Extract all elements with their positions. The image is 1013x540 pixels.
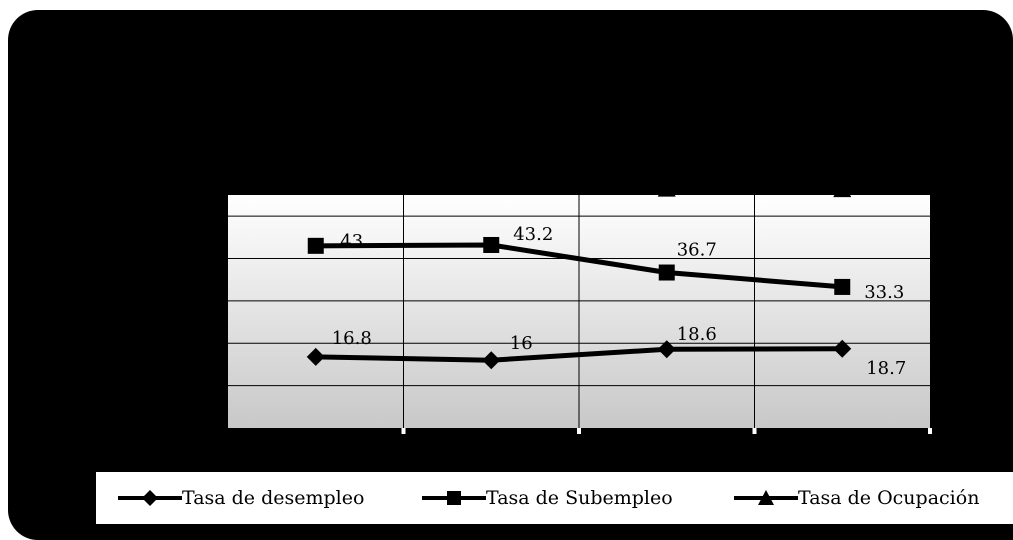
legend-label-desempleo: Tasa de desempleo [182, 487, 365, 509]
data-label: 43 [340, 231, 363, 252]
legend-item-desempleo: Tasa de desempleo [118, 472, 364, 524]
data-point-triangle [482, 171, 500, 188]
data-label: 43.2 [513, 224, 553, 245]
square-marker-icon [422, 491, 486, 505]
series [306, 171, 852, 370]
series-line-0 [315, 346, 843, 363]
data-point-square [483, 236, 500, 253]
data-point-triangle [307, 171, 325, 188]
legend-label-ocupacion: Tasa de Ocupación [798, 487, 980, 509]
legend-item-ocupacion: Tasa de Ocupación [734, 472, 979, 524]
data-label: 16.8 [332, 328, 372, 349]
data-label: 36.7 [677, 240, 717, 261]
data-point-diamond [306, 347, 325, 366]
data-point-diamond [833, 339, 852, 358]
data-point-diamond [482, 351, 501, 370]
series-line-1 [315, 242, 843, 290]
data-label: 16 [510, 333, 533, 354]
diamond-marker-icon [118, 490, 182, 506]
x-axis-ticks [401, 428, 932, 434]
triangle-marker-icon [734, 490, 798, 505]
data-point-square [834, 278, 851, 295]
data-point-square [658, 264, 675, 281]
data-label: 18.6 [677, 324, 717, 345]
gridlines [228, 195, 930, 428]
data-point-diamond [657, 340, 676, 359]
data-point-triangle [657, 195, 676, 197]
legend-item-subempleo: Tasa de Subempleo [422, 472, 673, 524]
data-point-triangle [833, 195, 852, 198]
data-label: 18.7 [866, 358, 906, 379]
legend: Tasa de desempleo Tasa de Subempleo Tasa… [96, 472, 1013, 524]
data-point-square [307, 237, 324, 254]
data-label: 33.3 [864, 282, 904, 303]
legend-label-subempleo: Tasa de Subempleo [486, 487, 673, 509]
data-labels: 16.8 16 18.6 18.7 43 43.2 36.7 33.3 [332, 224, 907, 379]
series-line-2 [316, 180, 843, 189]
